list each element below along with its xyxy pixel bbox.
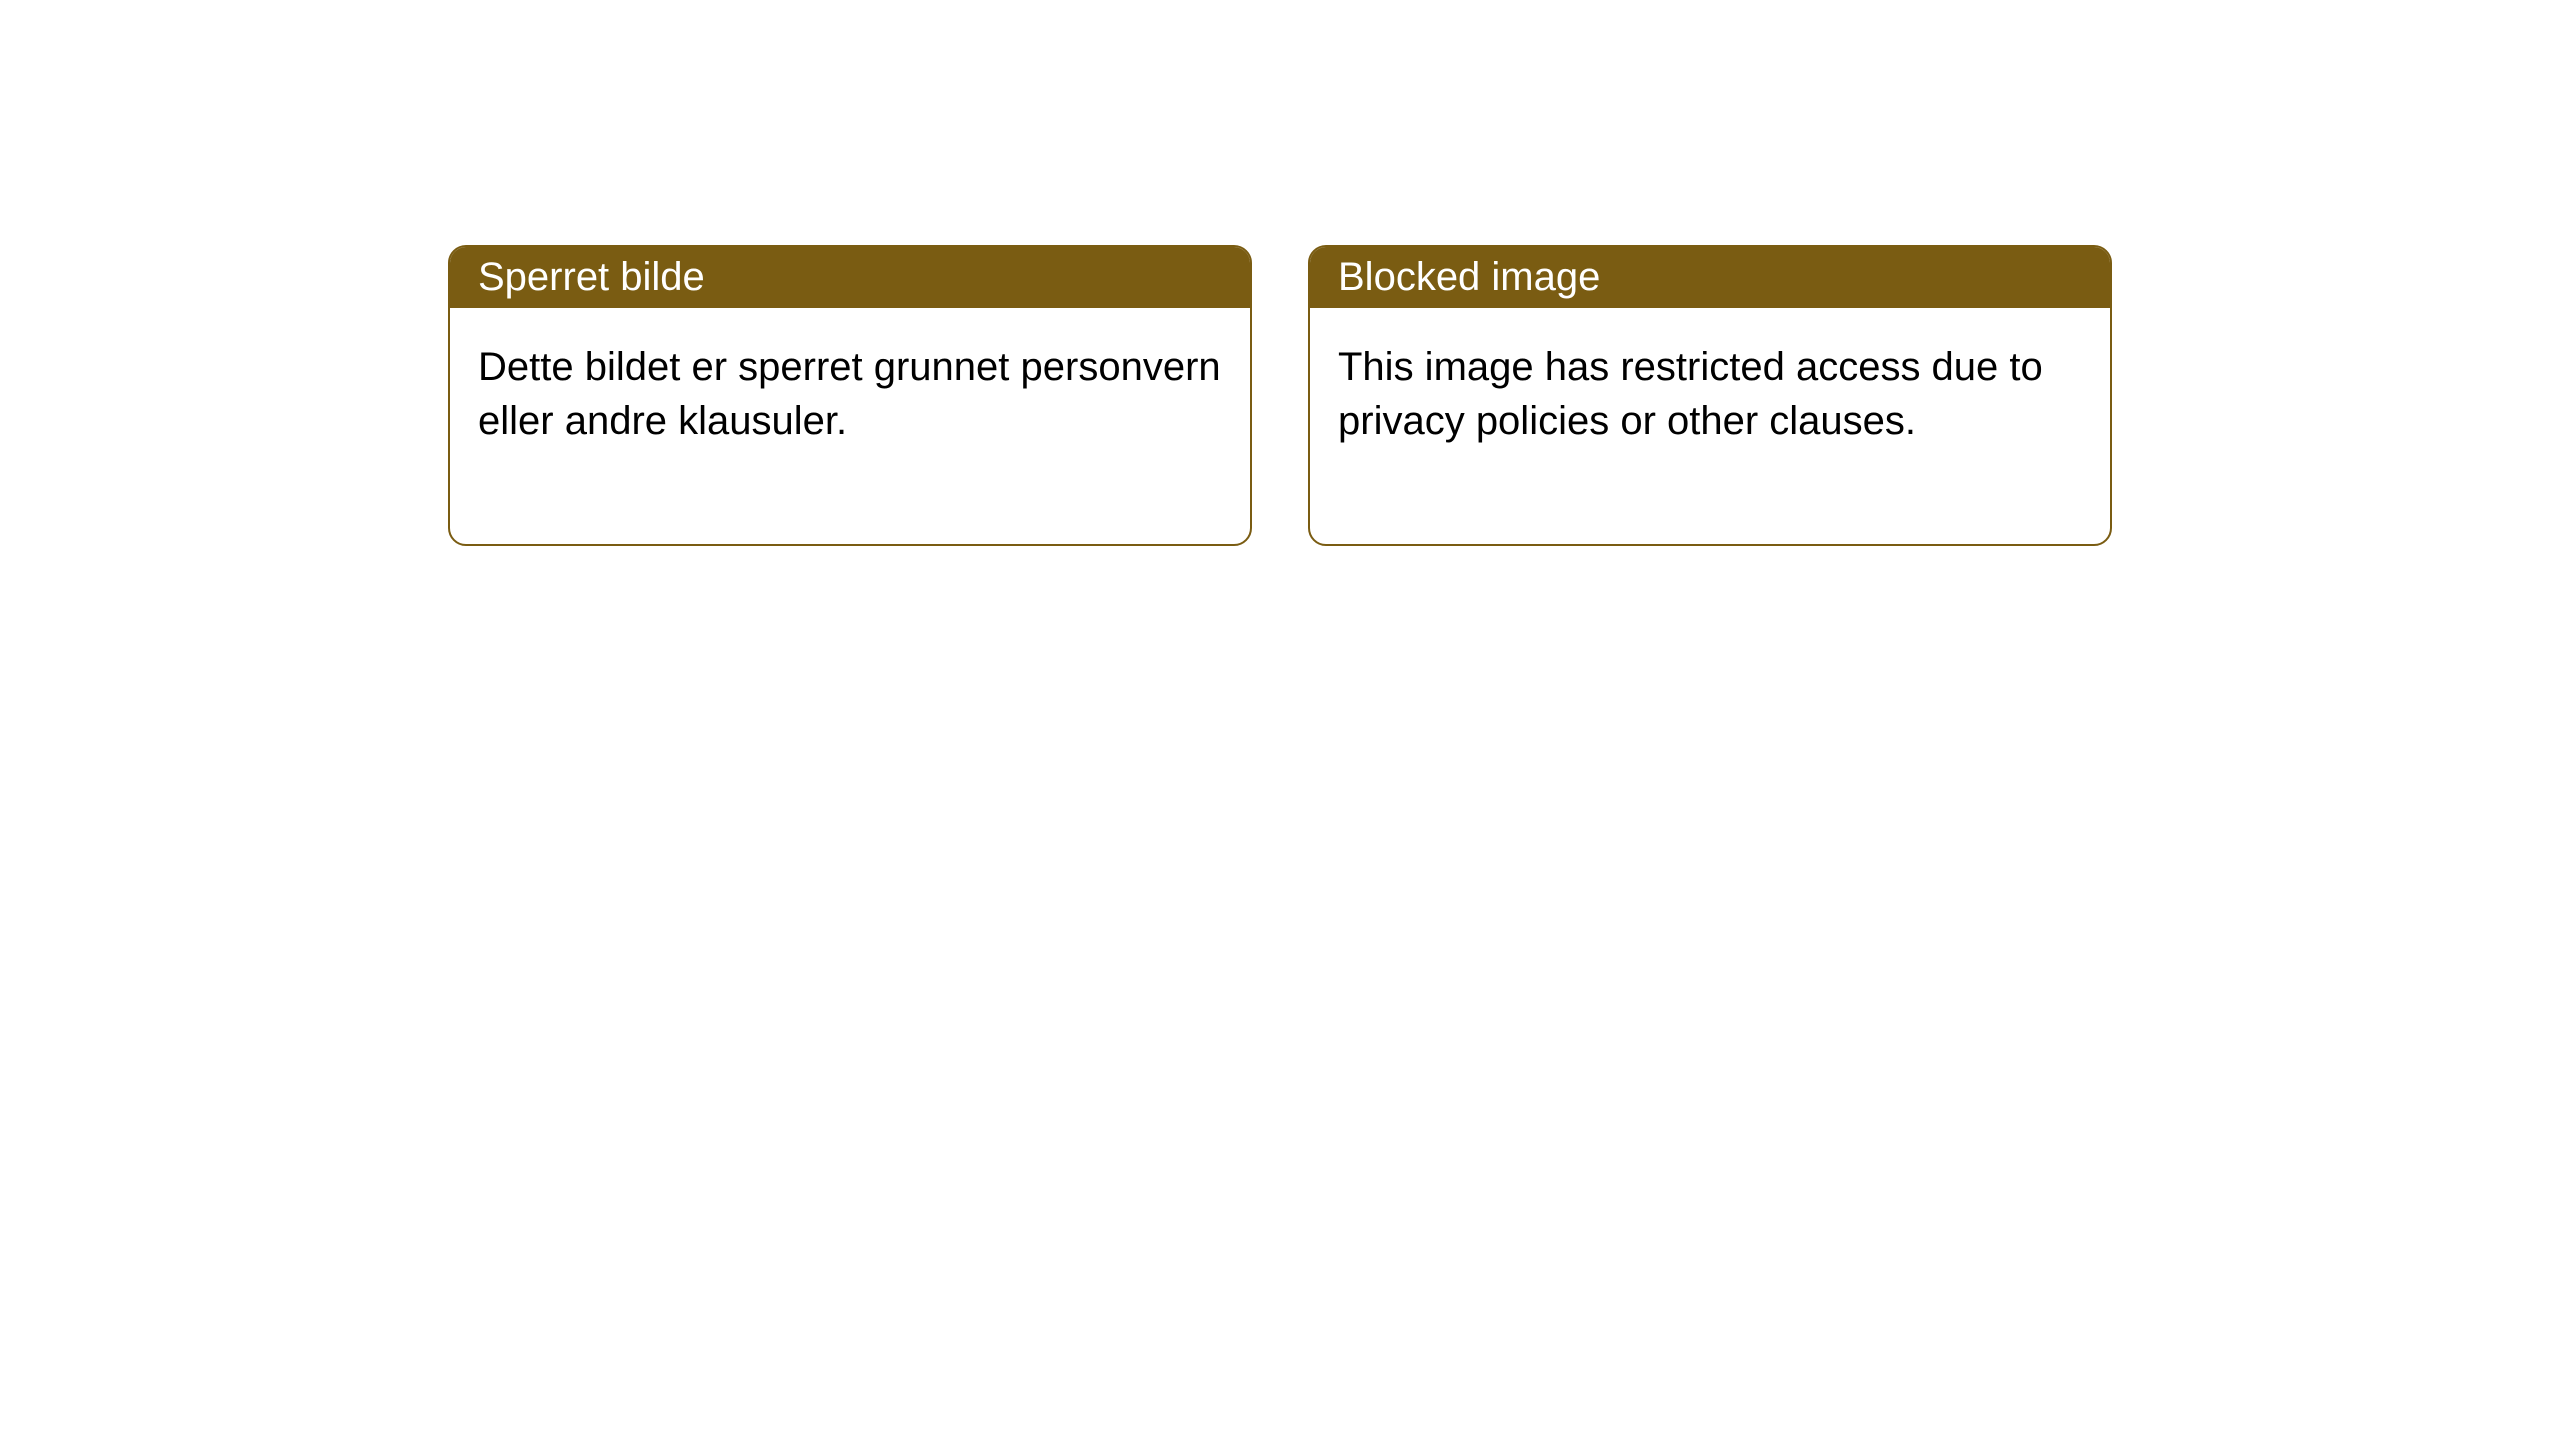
notice-card-english: Blocked image This image has restricted … bbox=[1308, 245, 2112, 546]
notice-body: This image has restricted access due to … bbox=[1310, 308, 2110, 544]
notice-body-text: Dette bildet er sperret grunnet personve… bbox=[478, 345, 1221, 443]
notice-header: Sperret bilde bbox=[450, 247, 1250, 308]
notices-container: Sperret bilde Dette bildet er sperret gr… bbox=[448, 245, 2112, 546]
notice-body: Dette bildet er sperret grunnet personve… bbox=[450, 308, 1250, 544]
notice-body-text: This image has restricted access due to … bbox=[1338, 345, 2043, 443]
notice-header: Blocked image bbox=[1310, 247, 2110, 308]
notice-title: Sperret bilde bbox=[478, 255, 705, 299]
notice-card-norwegian: Sperret bilde Dette bildet er sperret gr… bbox=[448, 245, 1252, 546]
notice-title: Blocked image bbox=[1338, 255, 1600, 299]
